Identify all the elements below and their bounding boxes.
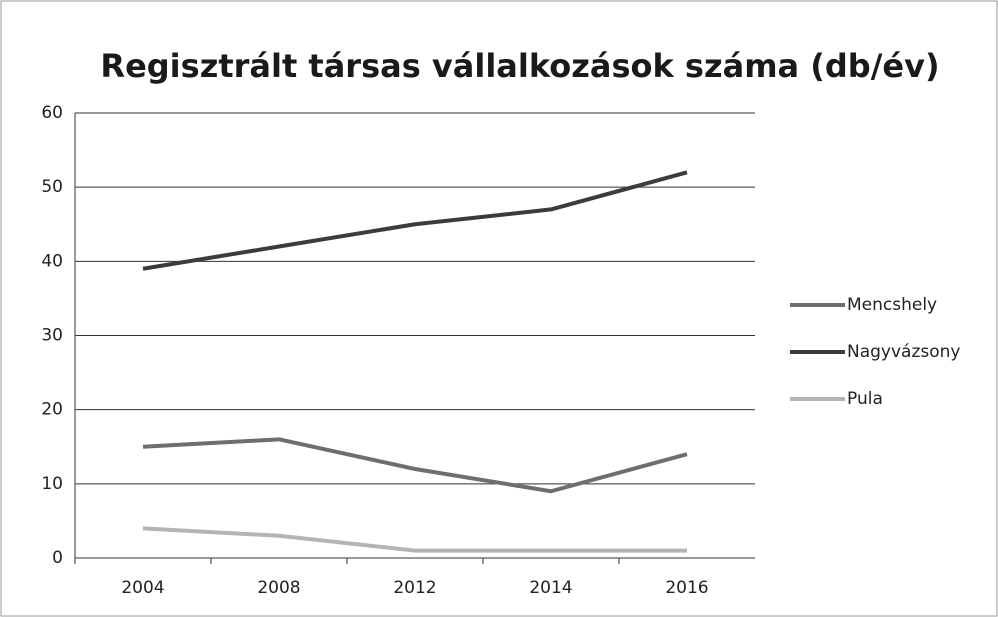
x-tick-label: 2012 bbox=[393, 578, 436, 598]
series-line bbox=[142, 170, 688, 271]
y-tick-label: 60 bbox=[41, 103, 63, 123]
x-tick-label: 2008 bbox=[257, 578, 300, 598]
x-tick-label: 2016 bbox=[665, 578, 708, 598]
x-tick-label: 2004 bbox=[121, 578, 164, 598]
legend-label: Pula bbox=[847, 389, 883, 409]
y-tick-label: 20 bbox=[41, 400, 63, 420]
y-tick-label: 0 bbox=[52, 548, 63, 568]
series-line bbox=[142, 526, 687, 553]
chart-title: Regisztrált társas vállalkozások száma (… bbox=[100, 47, 939, 85]
series-line bbox=[142, 437, 688, 494]
legend-label: Mencshely bbox=[847, 295, 937, 315]
y-tick-label: 10 bbox=[41, 474, 63, 494]
y-tick-label: 40 bbox=[41, 251, 63, 271]
y-tick-label: 30 bbox=[41, 326, 63, 346]
x-tick-label: 2014 bbox=[529, 578, 572, 598]
legend-label: Nagyvázsony bbox=[847, 342, 960, 362]
y-tick-label: 50 bbox=[41, 177, 63, 197]
